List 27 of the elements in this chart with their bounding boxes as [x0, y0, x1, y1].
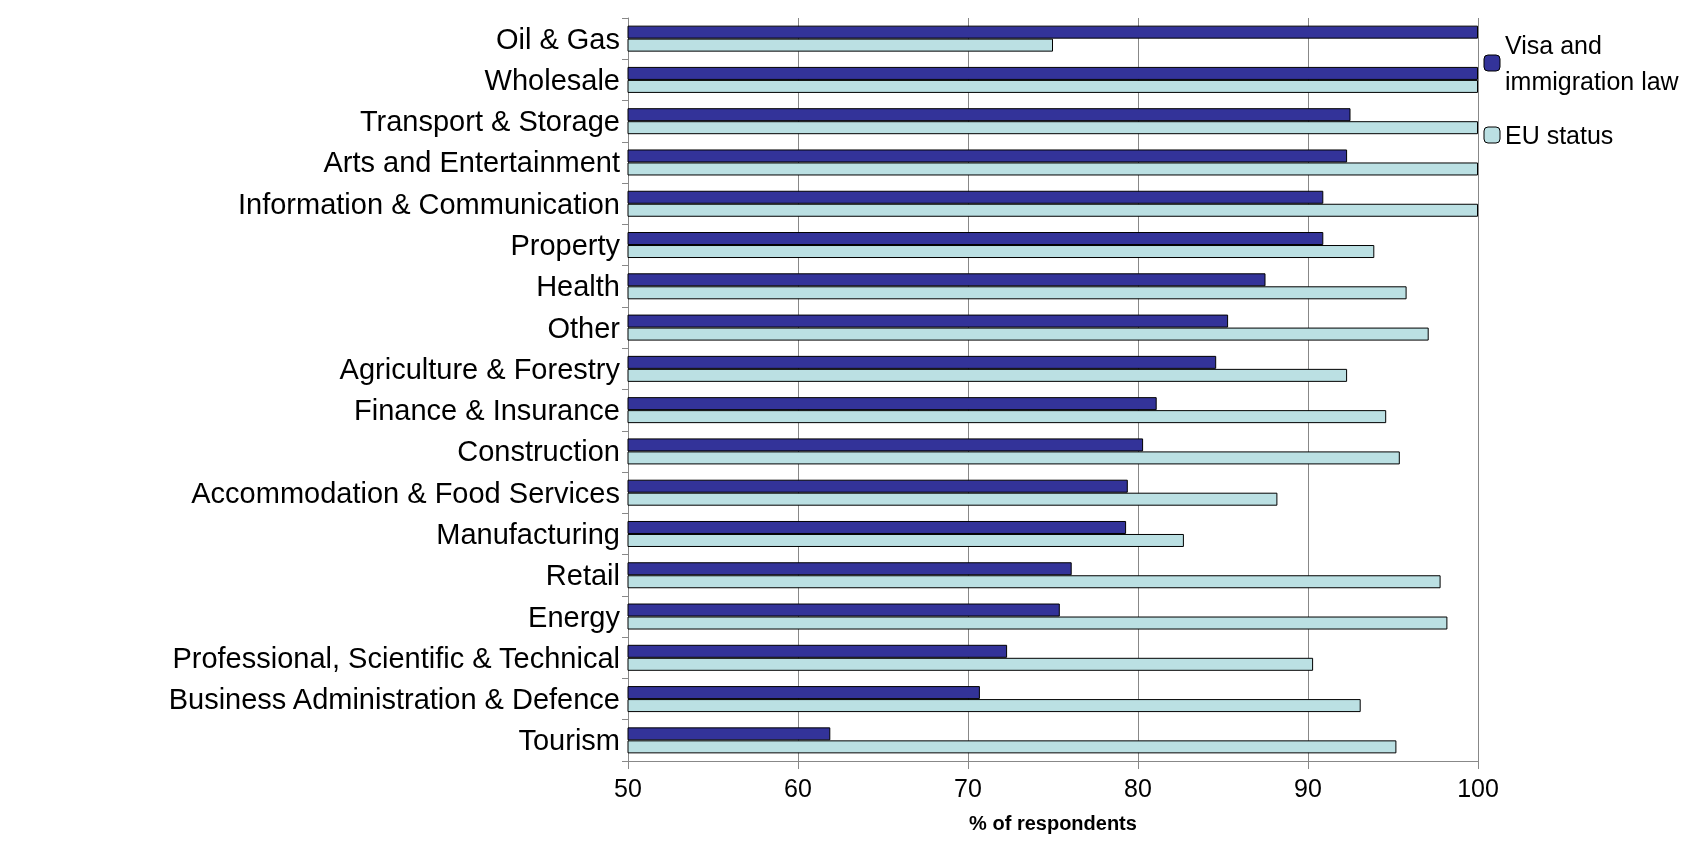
y-tick-label: Wholesale [484, 63, 620, 96]
y-tick-label: Retail [545, 559, 620, 592]
x-tick-label: 80 [1124, 773, 1152, 802]
x-axis-title: % of respondents [969, 812, 1137, 834]
y-tick-label: Health [536, 270, 620, 303]
y-tick-label: Energy [528, 600, 621, 633]
legend-label: EU status [1505, 121, 1614, 149]
legend-label: Visa and immigration law [1505, 31, 1680, 95]
y-tick-label: Finance & Insurance [354, 394, 620, 427]
y-tick-label: Property [510, 229, 621, 262]
y-tick-label: Business Administration & Defence [168, 683, 620, 716]
x-tick-label: 70 [954, 773, 982, 802]
x-tick-label: 100 [1457, 773, 1499, 802]
y-tick-label: Tourism [518, 724, 620, 757]
y-tick-label: Information & Communication [238, 187, 620, 220]
y-tick-label: Professional, Scientific & Technical [172, 641, 620, 674]
x-tick-label: 60 [784, 773, 812, 802]
y-tick-label: Construction [457, 435, 620, 468]
y-tick-label: Transport & Storage [359, 105, 620, 138]
y-tick-label: Agriculture & Forestry [339, 352, 621, 385]
x-tick-label: 90 [1294, 773, 1322, 802]
y-tick-label: Manufacturing [436, 517, 620, 550]
y-tick-label: Oil & Gas [495, 22, 620, 55]
y-tick-label: Arts and Entertainment [323, 146, 620, 179]
y-tick-label: Other [547, 311, 621, 344]
x-tick-label: 50 [614, 773, 642, 802]
y-tick-label: Accommodation & Food Services [191, 476, 620, 509]
